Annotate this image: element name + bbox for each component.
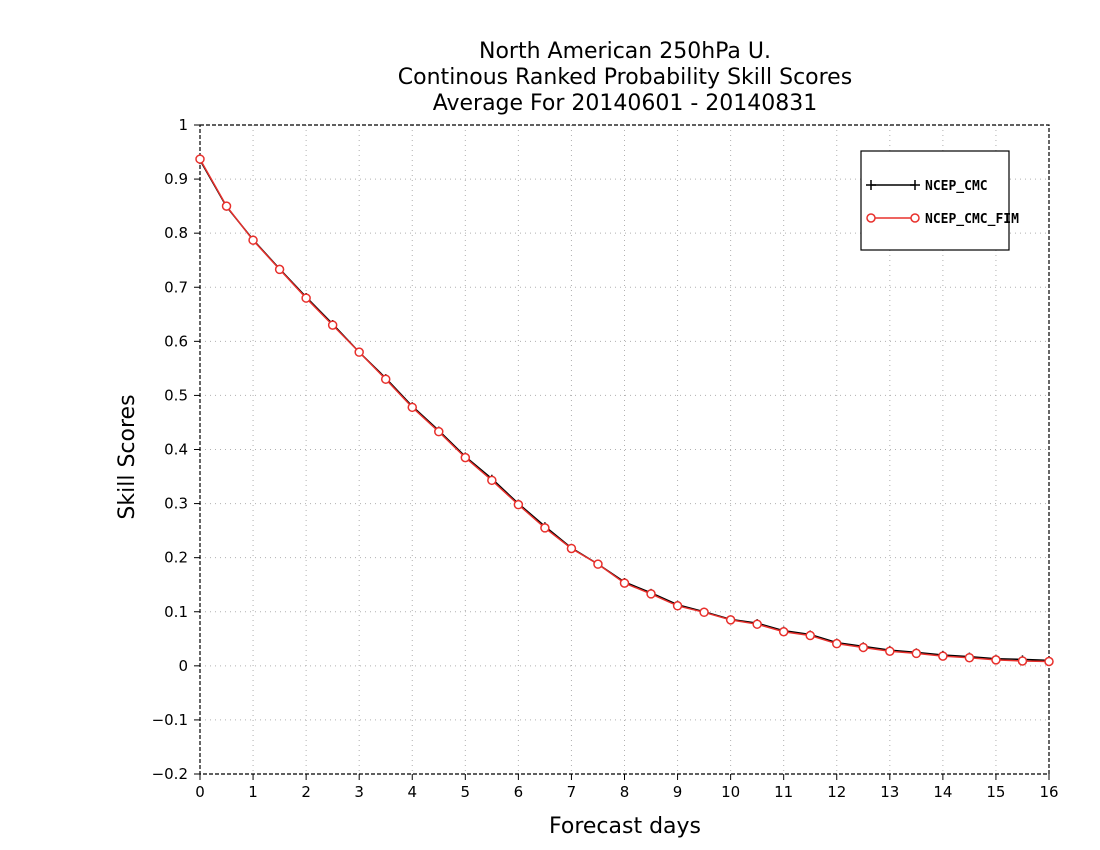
x-tick-label: 7: [567, 783, 577, 801]
data-point-ncep-cmc-fim: [354, 347, 364, 357]
data-point-ncep-cmc-fim: [593, 559, 603, 569]
data-point-ncep-cmc-fim: [646, 589, 656, 599]
legend-marker-plus-icon: [866, 180, 920, 190]
data-point-ncep-cmc-fim: [911, 648, 922, 659]
legend-label-ncep-cmc: NCEP_CMC: [925, 179, 988, 194]
data-point-ncep-cmc-fim: [327, 320, 338, 330]
y-tick-label: 0.8: [164, 224, 188, 242]
legend: NCEP_CMC NCEP_CMC_FIM: [860, 150, 1019, 251]
chart-title-line-2: Continous Ranked Probability Skill Score…: [398, 65, 852, 90]
x-tick-label: 3: [354, 783, 364, 801]
y-tick-label: 0.5: [164, 386, 188, 404]
x-tick-label: 12: [827, 783, 846, 801]
data-point-ncep-cmc-fim: [487, 475, 497, 486]
x-tick-label: 16: [1039, 783, 1058, 801]
data-point-ncep-cmc-fim: [619, 578, 630, 588]
data-point-ncep-cmc-fim: [1017, 656, 1028, 666]
y-axis-label: Skill Scores: [115, 394, 140, 519]
data-point-ncep-cmc-fim: [248, 235, 258, 245]
x-tick-label: 1: [248, 783, 258, 801]
x-axis: 0 1 2 3 4 5 6 7 8 9 10 11 12 13 14 15 16: [195, 774, 1059, 801]
data-point-ncep-cmc-fim: [964, 652, 975, 663]
data-point-ncep-cmc-fim: [699, 607, 709, 618]
y-tick-label: 0.9: [164, 170, 188, 188]
legend-box: [860, 150, 1010, 251]
data-point-ncep-cmc-fim: [460, 452, 471, 463]
x-tick-label: 15: [986, 783, 1005, 801]
x-axis-label: Forecast days: [549, 814, 701, 839]
data-point-ncep-cmc-fim: [672, 601, 683, 611]
y-tick-label: −0.1: [152, 711, 188, 729]
y-tick-label: 0.4: [164, 441, 188, 459]
data-point-ncep-cmc-fim: [301, 293, 311, 303]
data-point-ncep-cmc-fim: [407, 402, 417, 413]
y-tick-label: 0.3: [164, 495, 188, 513]
x-tick-label: 8: [620, 783, 630, 801]
y-axis: −0.2 −0.1 0 0.1 0.2 0.3 0.4 0.5 0.6 0.7 0.8 0.9 1: [152, 116, 200, 783]
y-tick-label: −0.2: [152, 765, 188, 783]
y-tick-label: 0.2: [164, 549, 188, 567]
grid-lines: [200, 125, 1049, 774]
data-point-ncep-cmc-fim: [274, 264, 285, 275]
y-tick-label: 0.7: [164, 278, 188, 296]
data-point-ncep-cmc-fim: [805, 630, 815, 641]
chart-title-line-3: Average For 20140601 - 20140831: [433, 91, 818, 116]
data-point-ncep-cmc-fim: [938, 651, 948, 661]
data-point-ncep-cmc-fim: [540, 523, 550, 533]
data-point-ncep-cmc-fim: [885, 646, 895, 656]
y-tick-label: 0.6: [164, 332, 188, 350]
data-point-ncep-cmc-fim: [725, 615, 736, 625]
x-tick-label: 11: [774, 783, 793, 801]
data-point-ncep-cmc-fim: [195, 154, 205, 164]
data-point-ncep-cmc-fim: [832, 638, 842, 649]
x-tick-label: 2: [301, 783, 311, 801]
data-point-ncep-cmc-fim: [778, 627, 789, 637]
x-tick-label: 13: [880, 783, 899, 801]
legend-marker-circle-icon: [910, 213, 920, 223]
data-point-ncep-cmc-fim: [991, 655, 1001, 665]
data-point-ncep-cmc-fim: [380, 374, 391, 384]
y-tick-label: 0: [178, 657, 188, 675]
x-tick-label: 4: [407, 783, 417, 801]
x-tick-label: 5: [461, 783, 471, 801]
data-point-ncep-cmc-fim: [566, 543, 577, 554]
data-point-ncep-cmc-fim: [1044, 656, 1054, 667]
legend-marker-circle-icon: [866, 213, 876, 223]
data-point-ncep-cmc-fim: [858, 642, 869, 653]
y-tick-label: 0.1: [164, 603, 188, 621]
series-group: [195, 154, 1054, 667]
x-tick-label: 10: [721, 783, 740, 801]
legend-label-ncep-cmc-fim: NCEP_CMC_FIM: [925, 212, 1019, 227]
chart-title-line-1: North American 250hPa U.: [479, 39, 771, 64]
data-point-ncep-cmc-fim: [752, 619, 762, 629]
x-tick-label: 9: [673, 783, 683, 801]
x-tick-label: 0: [195, 783, 205, 801]
y-tick-label: 1: [178, 116, 188, 134]
data-point-ncep-cmc-fim: [434, 426, 444, 437]
data-point-ncep-cmc-fim: [221, 201, 232, 211]
x-tick-label: 6: [514, 783, 524, 801]
x-tick-label: 14: [933, 783, 952, 801]
data-point-ncep-cmc-fim: [513, 499, 524, 510]
